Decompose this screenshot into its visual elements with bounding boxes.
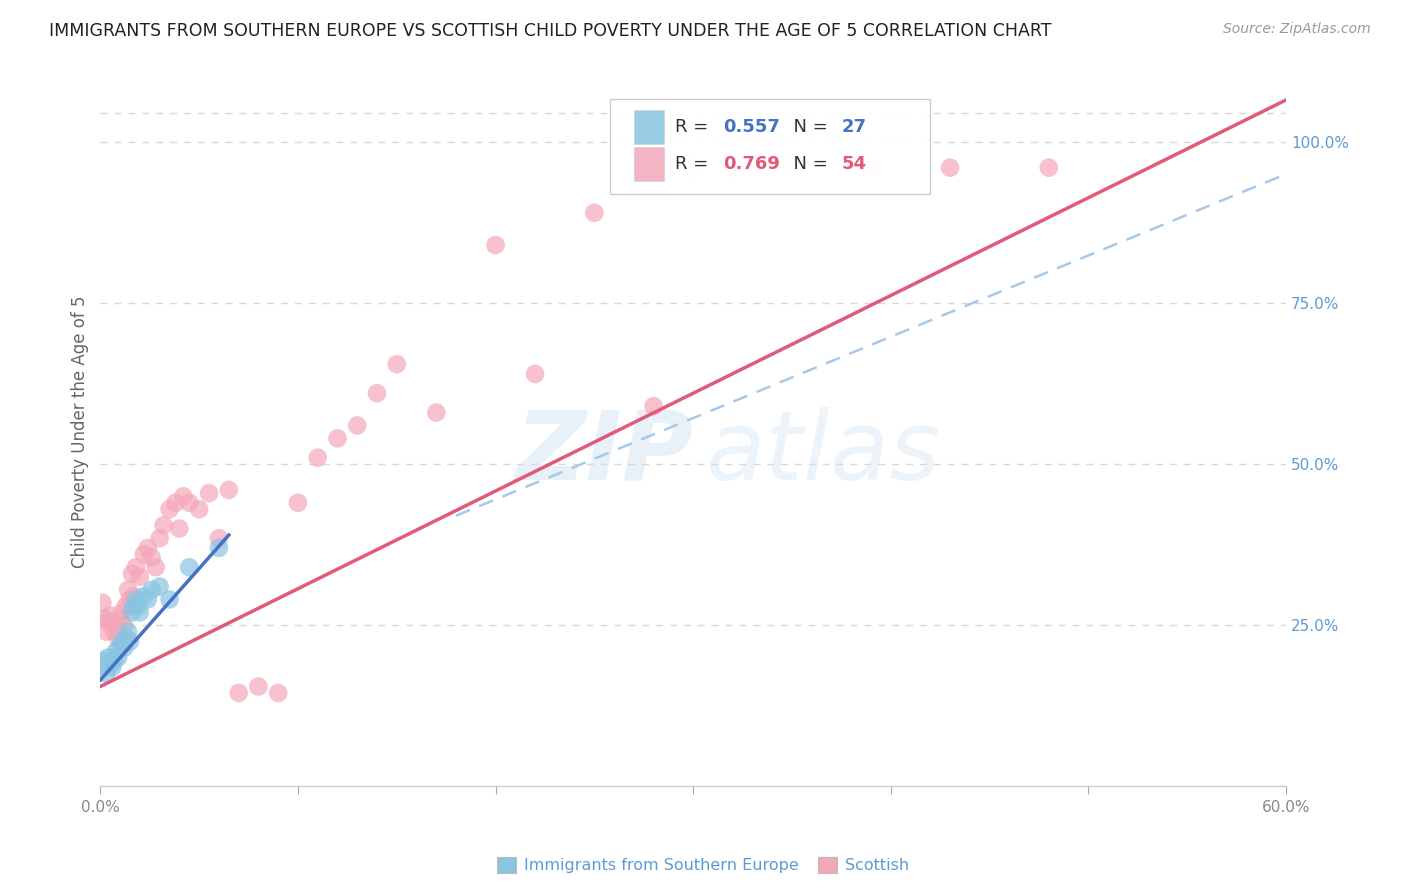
- Point: [93, 612, 115, 626]
- Point: [127, 599, 149, 613]
- Point: [107, 631, 129, 645]
- Point: [105, 618, 128, 632]
- Point: [198, 486, 221, 500]
- Point: [112, 640, 135, 655]
- Point: [159, 592, 181, 607]
- Point: [346, 418, 368, 433]
- Point: [149, 580, 172, 594]
- Point: [149, 531, 172, 545]
- Point: [91, 596, 114, 610]
- Point: [939, 161, 962, 175]
- Point: [247, 680, 270, 694]
- Text: atlas: atlas: [704, 407, 941, 500]
- Point: [118, 592, 141, 607]
- Point: [93, 660, 115, 674]
- Point: [136, 541, 159, 555]
- Point: [96, 666, 118, 681]
- Point: [115, 599, 138, 613]
- Point: [121, 566, 143, 581]
- Point: [721, 161, 744, 175]
- FancyBboxPatch shape: [634, 110, 664, 145]
- Text: N =: N =: [782, 118, 834, 136]
- Point: [188, 502, 211, 516]
- Point: [103, 624, 125, 639]
- Text: ZIP: ZIP: [515, 407, 693, 500]
- Point: [128, 570, 150, 584]
- Point: [643, 399, 665, 413]
- Point: [859, 161, 882, 175]
- Point: [136, 592, 159, 607]
- Point: [132, 547, 155, 561]
- Point: [97, 615, 120, 629]
- Point: [267, 686, 290, 700]
- Point: [228, 686, 250, 700]
- Point: [583, 206, 606, 220]
- Point: [105, 644, 128, 658]
- Point: [108, 612, 131, 626]
- Point: [165, 496, 187, 510]
- Text: R =: R =: [675, 118, 714, 136]
- Point: [118, 634, 141, 648]
- FancyBboxPatch shape: [634, 147, 664, 181]
- Text: IMMIGRANTS FROM SOUTHERN EUROPE VS SCOTTISH CHILD POVERTY UNDER THE AGE OF 5 COR: IMMIGRANTS FROM SOUTHERN EUROPE VS SCOTT…: [49, 22, 1052, 40]
- Text: Source: ZipAtlas.com: Source: ZipAtlas.com: [1223, 22, 1371, 37]
- Point: [128, 605, 150, 619]
- Point: [91, 654, 114, 668]
- Point: [287, 496, 309, 510]
- Point: [159, 502, 181, 516]
- Text: N =: N =: [782, 155, 834, 173]
- Point: [484, 238, 506, 252]
- Point: [366, 386, 388, 401]
- Legend: Immigrants from Southern Europe, Scottish: Immigrants from Southern Europe, Scottis…: [491, 850, 915, 880]
- Point: [780, 161, 803, 175]
- Point: [117, 624, 139, 639]
- Point: [96, 624, 118, 639]
- Point: [98, 608, 121, 623]
- Text: 27: 27: [841, 118, 866, 136]
- Point: [125, 592, 148, 607]
- Point: [103, 654, 125, 668]
- Point: [141, 582, 163, 597]
- Point: [122, 599, 145, 613]
- Point: [111, 605, 134, 619]
- Point: [107, 650, 129, 665]
- Point: [101, 660, 124, 674]
- Point: [115, 631, 138, 645]
- Point: [307, 450, 329, 465]
- Text: 54: 54: [841, 155, 866, 173]
- FancyBboxPatch shape: [610, 99, 931, 194]
- Point: [132, 589, 155, 603]
- Y-axis label: Child Poverty Under the Age of 5: Child Poverty Under the Age of 5: [72, 295, 89, 568]
- Point: [1038, 161, 1060, 175]
- Point: [682, 161, 704, 175]
- Point: [169, 522, 191, 536]
- Point: [101, 615, 124, 629]
- Point: [208, 541, 231, 555]
- Point: [172, 489, 194, 503]
- Point: [112, 618, 135, 632]
- Point: [125, 560, 148, 574]
- Point: [179, 560, 201, 574]
- Point: [326, 431, 349, 445]
- Point: [145, 560, 167, 574]
- Point: [97, 650, 120, 665]
- Point: [141, 550, 163, 565]
- Point: [524, 367, 547, 381]
- Point: [108, 640, 131, 655]
- Text: R =: R =: [675, 155, 714, 173]
- Point: [385, 357, 408, 371]
- Text: 0.557: 0.557: [723, 118, 780, 136]
- Point: [98, 657, 121, 671]
- Point: [208, 531, 231, 545]
- Point: [117, 582, 139, 597]
- Point: [179, 496, 201, 510]
- Point: [425, 406, 447, 420]
- Point: [122, 589, 145, 603]
- Point: [218, 483, 240, 497]
- Point: [111, 634, 134, 648]
- Point: [121, 605, 143, 619]
- Text: 0.769: 0.769: [723, 155, 780, 173]
- Point: [152, 518, 174, 533]
